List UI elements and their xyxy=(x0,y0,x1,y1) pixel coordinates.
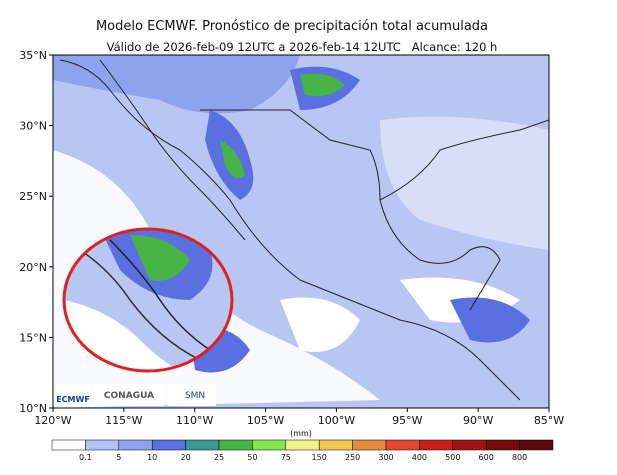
colorbar-label: 500 xyxy=(445,453,460,462)
colorbar-box xyxy=(185,439,220,451)
lat-label: 10°N xyxy=(19,402,47,415)
colorbar-label: 5 xyxy=(116,453,121,462)
colorbar-box xyxy=(85,439,120,451)
colorbar-unit: (mm) xyxy=(290,429,312,438)
colorbar-box xyxy=(252,439,287,451)
colorbar-box xyxy=(118,439,153,451)
colorbar-label: 800 xyxy=(512,453,527,462)
lon-label: 100°W xyxy=(318,414,355,427)
logo-text: CONAGUA xyxy=(104,391,154,401)
colorbar-label: 300 xyxy=(378,453,393,462)
lat-label: 35°N xyxy=(19,49,47,62)
colorbar-box xyxy=(519,439,554,451)
colorbar-label: 600 xyxy=(479,453,494,462)
colorbar-box xyxy=(419,439,454,451)
colorbar-box xyxy=(151,439,186,451)
lon-label: 115°W xyxy=(105,414,142,427)
logos: ECMWF CONAGUA SMN xyxy=(56,384,216,406)
logo-text: ECMWF xyxy=(56,395,90,404)
lon-label: 95°W xyxy=(392,414,422,427)
colorbar-box xyxy=(385,439,420,451)
colorbar-box xyxy=(452,439,487,451)
colorbar-box xyxy=(285,439,320,451)
lat-label: 15°N xyxy=(19,331,47,344)
lon-label: 105°W xyxy=(247,414,284,427)
map-frame xyxy=(52,54,550,409)
lon-label: 120°W xyxy=(34,414,71,427)
lat-label: 25°N xyxy=(19,190,47,203)
lon-label: 110°W xyxy=(176,414,213,427)
logo-text: SMN xyxy=(185,391,205,401)
lon-label: 85°W xyxy=(534,414,564,427)
colorbar-label: 50 xyxy=(247,453,257,462)
colorbar-box xyxy=(352,439,387,451)
title: Modelo ECMWF. Pronóstico de precipitació… xyxy=(96,19,488,34)
colorbar-label: 25 xyxy=(214,453,224,462)
colorbar-label: 0.1 xyxy=(79,453,92,462)
colorbar-label: 150 xyxy=(312,453,327,462)
colorbar-box xyxy=(51,439,86,451)
colorbar-box xyxy=(485,439,520,451)
lat-label: 20°N xyxy=(19,261,47,274)
colorbar-box xyxy=(318,439,353,451)
colorbar-label: 10 xyxy=(147,453,157,462)
colorbar-label: 20 xyxy=(181,453,191,462)
colorbar-box xyxy=(218,439,253,451)
colorbar-label: 250 xyxy=(345,453,360,462)
lon-label: 90°W xyxy=(463,414,493,427)
subtitle: Válido de 2026-feb-09 12UTC a 2026-feb-1… xyxy=(107,40,498,54)
colorbar-label: 75 xyxy=(281,453,291,462)
colorbar-label: 400 xyxy=(412,453,427,462)
lat-label: 30°N xyxy=(19,120,47,133)
